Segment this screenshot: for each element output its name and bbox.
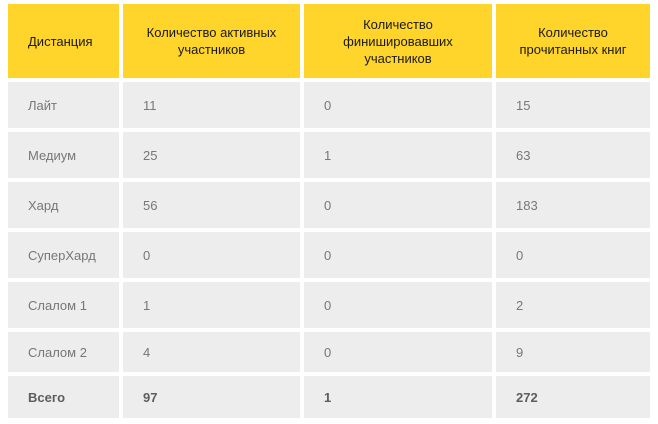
value-cell: 183 <box>496 182 650 228</box>
value-cell: 1 <box>123 282 300 328</box>
value-cell: 15 <box>496 82 650 128</box>
value-cell: 9 <box>496 332 650 372</box>
column-header-finished-participants: Количество финишировавших участников <box>304 4 492 78</box>
value-cell: 0 <box>304 182 492 228</box>
value-cell: 1 <box>304 132 492 178</box>
distance-cell: СуперХард <box>8 232 119 278</box>
value-cell: 56 <box>123 182 300 228</box>
table-row: Лайт 11 0 15 <box>8 82 650 128</box>
value-cell: 0 <box>123 232 300 278</box>
value-cell: 1 <box>304 376 492 418</box>
value-cell: 0 <box>496 232 650 278</box>
value-cell: 25 <box>123 132 300 178</box>
value-cell: 97 <box>123 376 300 418</box>
distance-cell: Лайт <box>8 82 119 128</box>
value-cell: 272 <box>496 376 650 418</box>
table-row-total: Всего 97 1 272 <box>8 376 650 418</box>
value-cell: 2 <box>496 282 650 328</box>
column-header-distance: Дистанция <box>8 4 119 78</box>
table-row: Хард 56 0 183 <box>8 182 650 228</box>
table-row: Медиум 25 1 63 <box>8 132 650 178</box>
distance-cell: Слалом 1 <box>8 282 119 328</box>
results-table: Дистанция Количество активных участников… <box>4 0 654 422</box>
distance-cell: Слалом 2 <box>8 332 119 372</box>
column-header-books-read: Количество прочитанных книг <box>496 4 650 78</box>
value-cell: 4 <box>123 332 300 372</box>
table-header: Дистанция Количество активных участников… <box>8 4 650 78</box>
value-cell: 0 <box>304 282 492 328</box>
header-row: Дистанция Количество активных участников… <box>8 4 650 78</box>
column-header-active-participants: Количество активных участников <box>123 4 300 78</box>
value-cell: 0 <box>304 82 492 128</box>
distance-cell: Медиум <box>8 132 119 178</box>
value-cell: 63 <box>496 132 650 178</box>
distance-cell: Всего <box>8 376 119 418</box>
value-cell: 0 <box>304 332 492 372</box>
table-body: Лайт 11 0 15 Медиум 25 1 63 Хард 56 0 183 СуперХард 0… <box>8 82 650 418</box>
distance-cell: Хард <box>8 182 119 228</box>
table-row: СуперХард 0 0 0 <box>8 232 650 278</box>
value-cell: 0 <box>304 232 492 278</box>
value-cell: 11 <box>123 82 300 128</box>
